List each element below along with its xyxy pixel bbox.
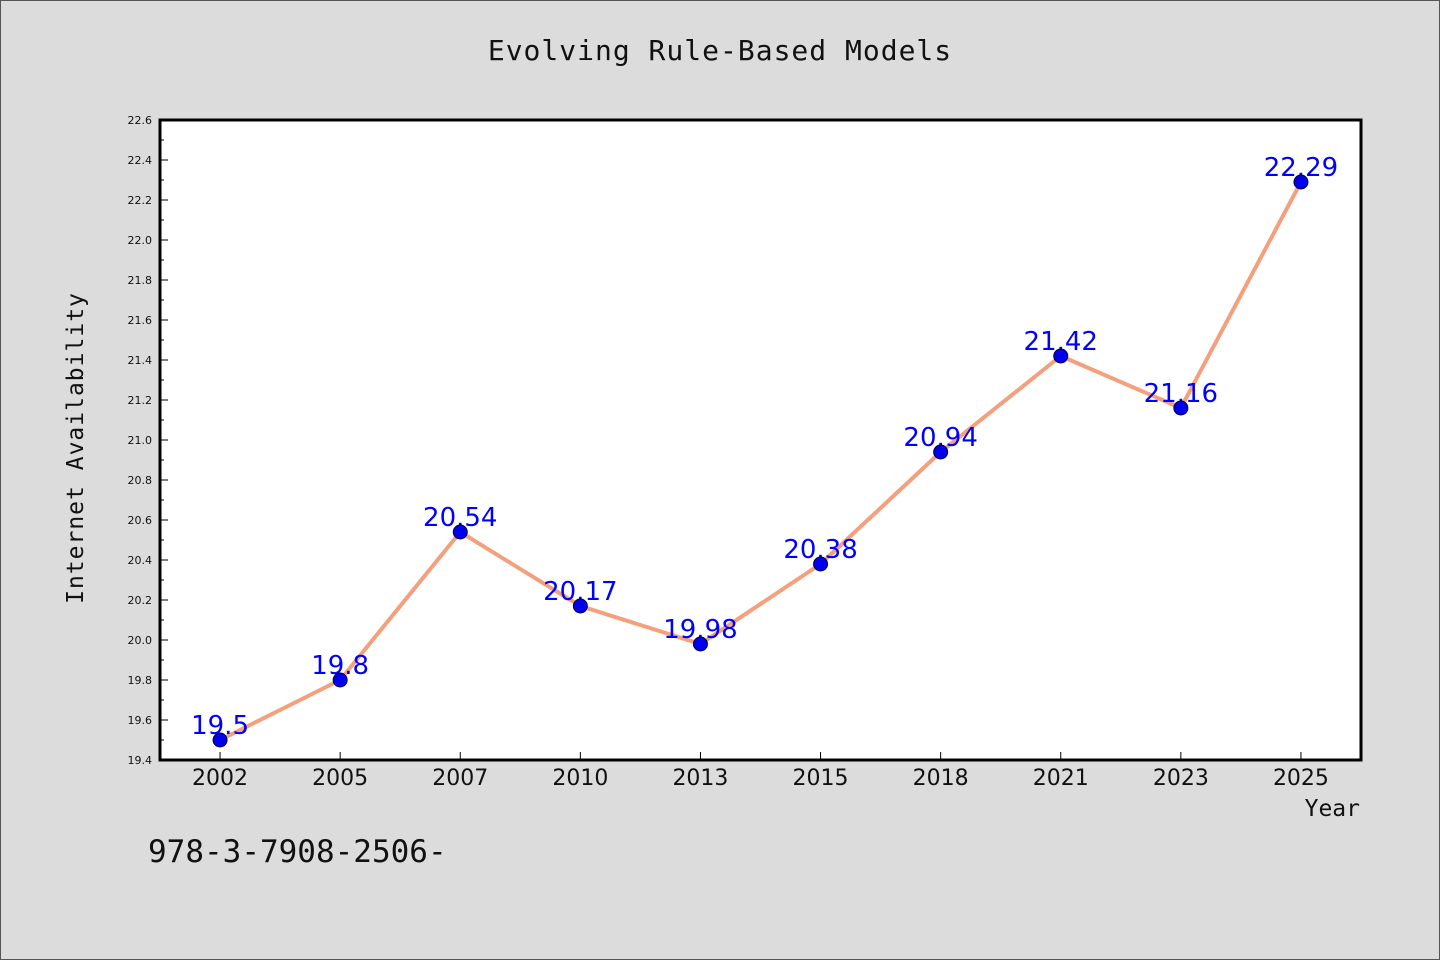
y-tick-label: 21.0: [128, 434, 153, 447]
data-point: [1053, 348, 1069, 364]
y-tick-label: 22.4: [128, 154, 153, 167]
x-tick-label: 2010: [552, 766, 608, 791]
data-point: [212, 732, 228, 748]
y-tick-label: 21.8: [128, 274, 153, 287]
x-tick-label: 2023: [1153, 766, 1209, 791]
data-point: [813, 556, 829, 572]
data-point: [332, 672, 348, 688]
y-tick-label: 19.8: [128, 674, 153, 687]
x-tick-label: 2005: [312, 766, 368, 791]
x-tick-label: 2015: [793, 766, 849, 791]
data-point: [692, 636, 708, 652]
data-point: [1173, 400, 1189, 416]
data-point: [572, 598, 588, 614]
y-tick-label: 21.2: [128, 394, 153, 407]
y-tick-label: 20.0: [128, 634, 153, 647]
data-point: [452, 524, 468, 540]
y-tick-label: 21.6: [128, 314, 153, 327]
data-point: [933, 444, 949, 460]
x-tick-label: 2013: [672, 766, 728, 791]
y-tick-label: 21.4: [128, 354, 153, 367]
y-tick-label: 20.4: [128, 554, 153, 567]
x-axis-label: Year: [1304, 796, 1360, 822]
y-tick-label: 20.6: [128, 514, 153, 527]
footer-text: 978-3-7908-2506-: [148, 834, 447, 870]
chart-title: Evolving Rule-Based Models: [487, 34, 953, 67]
y-tick-label: 20.8: [128, 474, 153, 487]
y-tick-label: 19.6: [128, 714, 153, 727]
y-tick-label: 19.4: [128, 754, 153, 767]
x-tick-label: 2002: [192, 766, 248, 791]
x-tick-label: 2025: [1273, 766, 1329, 791]
x-tick-label: 2018: [913, 766, 969, 791]
y-tick-label: 20.2: [128, 594, 153, 607]
x-tick-label: 2007: [432, 766, 488, 791]
series-line: [219, 181, 1303, 742]
y-tick-label: 22.6: [128, 114, 153, 127]
y-tick-label: 22.0: [128, 234, 153, 247]
y-tick-label: 22.2: [128, 194, 153, 207]
x-tick-label: 2021: [1033, 766, 1089, 791]
data-point: [1293, 174, 1309, 190]
